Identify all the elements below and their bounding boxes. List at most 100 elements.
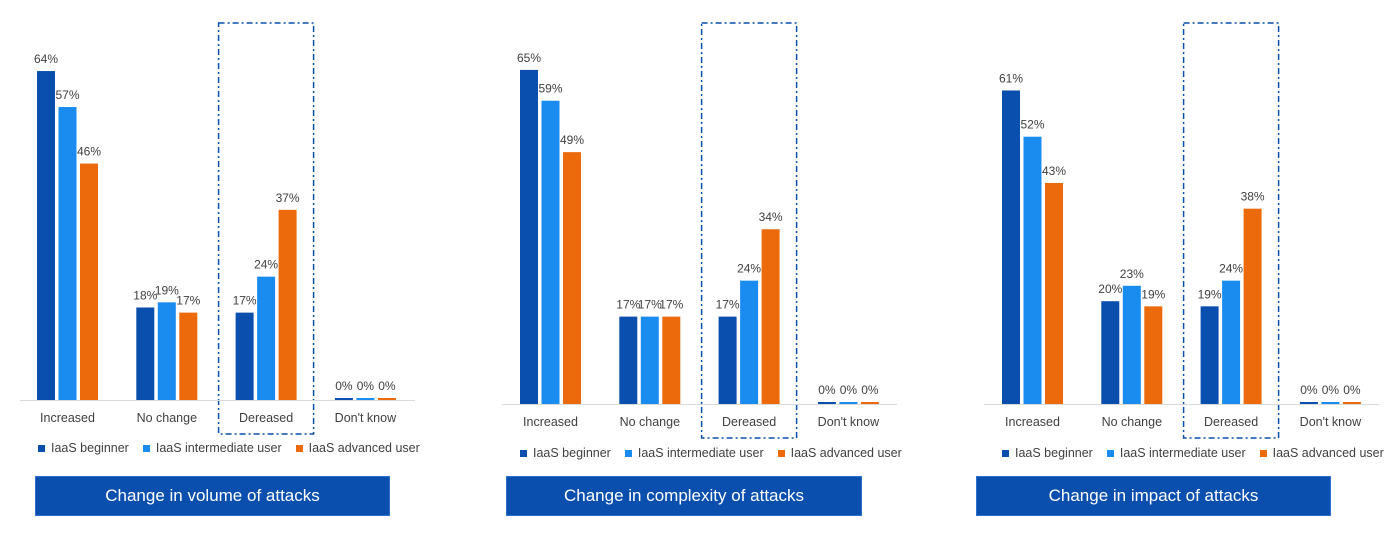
legend: IaaS beginner IaaS intermediate user Iaa… bbox=[520, 446, 902, 460]
legend-swatch-intermediate bbox=[624, 449, 632, 457]
bar-beginner bbox=[37, 71, 55, 400]
data-label: 24% bbox=[737, 262, 761, 276]
bar-beginner bbox=[1200, 306, 1219, 404]
bar-beginner bbox=[136, 307, 155, 400]
legend-label: IaaS advanced user bbox=[1272, 446, 1384, 460]
data-label: 24% bbox=[254, 258, 278, 272]
data-label: 17% bbox=[616, 298, 640, 312]
legend-swatch-advanced bbox=[295, 444, 303, 452]
legend-label: IaaS beginner bbox=[1015, 446, 1093, 460]
bar-intermediate bbox=[257, 276, 276, 400]
category-label: No change bbox=[620, 415, 681, 429]
category-label: Dereased bbox=[239, 411, 293, 425]
data-label: 0% bbox=[335, 379, 353, 393]
bar-intermediate bbox=[1222, 280, 1241, 404]
category-label: Don't know bbox=[1300, 415, 1362, 429]
legend-item-intermediate: IaaS intermediate user bbox=[142, 441, 282, 455]
category-label: No change bbox=[1102, 415, 1163, 429]
legend-label: IaaS intermediate user bbox=[155, 441, 282, 455]
data-label: 18% bbox=[133, 288, 157, 302]
bar-advanced bbox=[1144, 306, 1163, 404]
data-label: 17% bbox=[176, 294, 200, 308]
bar-advanced bbox=[860, 402, 879, 404]
data-label: 0% bbox=[378, 379, 396, 393]
legend-item-advanced: IaaS advanced user bbox=[295, 441, 420, 455]
legend-label: IaaS intermediate user bbox=[637, 446, 764, 460]
bar-beginner bbox=[1101, 301, 1120, 404]
bar-advanced bbox=[179, 312, 198, 400]
data-label: 0% bbox=[357, 379, 375, 393]
legend-item-beginner: IaaS beginner bbox=[1002, 446, 1093, 460]
legend-item-beginner: IaaS beginner bbox=[520, 446, 611, 460]
bar-beginner bbox=[619, 316, 638, 404]
legend-item-intermediate: IaaS intermediate user bbox=[624, 446, 764, 460]
data-label: 49% bbox=[560, 133, 584, 147]
bar-advanced bbox=[278, 209, 297, 400]
bar-beginner bbox=[235, 312, 254, 400]
bar-advanced bbox=[1342, 402, 1361, 404]
bar-beginner bbox=[334, 398, 353, 400]
category-label: Dereased bbox=[722, 415, 776, 429]
legend-label: IaaS beginner bbox=[533, 446, 611, 460]
data-label: 17% bbox=[659, 298, 683, 312]
legend-swatch-advanced bbox=[1259, 449, 1267, 457]
legend-item-intermediate: IaaS intermediate user bbox=[1106, 446, 1246, 460]
bar-intermediate bbox=[1122, 285, 1141, 404]
bar-advanced bbox=[80, 163, 98, 400]
category-label: Don't know bbox=[335, 411, 397, 425]
data-label: 0% bbox=[840, 383, 858, 397]
bar-intermediate bbox=[157, 302, 176, 400]
highlight-box bbox=[1182, 22, 1280, 439]
legend-swatch-beginner bbox=[38, 444, 45, 452]
data-label: 0% bbox=[1343, 383, 1361, 397]
bar-intermediate bbox=[640, 316, 659, 404]
bar-advanced bbox=[1243, 208, 1262, 404]
bar-intermediate bbox=[1321, 402, 1340, 404]
bar-intermediate bbox=[839, 402, 858, 404]
data-label: 19% bbox=[1141, 287, 1165, 301]
chart-impact: 61% 52% 43% Increased 20%23% 19% No change 19% 2… bbox=[984, 22, 1379, 439]
bar-advanced bbox=[1045, 182, 1063, 404]
legend-item-advanced: IaaS advanced user bbox=[1259, 446, 1384, 460]
bar-intermediate bbox=[1023, 136, 1042, 404]
bar-intermediate bbox=[541, 100, 560, 405]
data-label: 37% bbox=[276, 191, 300, 205]
data-label: 20% bbox=[1098, 282, 1122, 296]
highlight-box bbox=[217, 22, 315, 435]
legend-label: IaaS advanced user bbox=[790, 446, 902, 460]
highlight-box bbox=[700, 22, 798, 439]
data-label: 46% bbox=[77, 145, 101, 159]
legend-swatch-beginner bbox=[520, 449, 527, 457]
bar-beginner bbox=[520, 69, 538, 405]
bar-intermediate bbox=[740, 280, 759, 404]
data-label: 0% bbox=[1300, 383, 1318, 397]
chart-panel-impact: 61% 52% 43% Increased 20% 23% 19% No change 19% 2… bbox=[964, 0, 1384, 533]
data-label: 65% bbox=[517, 51, 541, 65]
data-label: 17% bbox=[716, 298, 740, 312]
category-label: Increased bbox=[523, 415, 578, 429]
data-label: 17% bbox=[233, 294, 257, 308]
legend: IaaS beginner IaaS intermediate user Iaa… bbox=[38, 441, 420, 455]
bar-intermediate bbox=[58, 107, 77, 401]
bar-advanced bbox=[662, 316, 681, 404]
chart-title: Change in impact of attacks bbox=[976, 476, 1331, 516]
legend-swatch-beginner bbox=[1002, 449, 1009, 457]
bar-intermediate bbox=[356, 398, 375, 400]
bar-advanced bbox=[377, 398, 396, 400]
chart-title: Change in volume of attacks bbox=[35, 476, 390, 516]
bar-advanced bbox=[563, 152, 581, 404]
legend-swatch-advanced bbox=[777, 449, 785, 457]
legend-label: IaaS advanced user bbox=[308, 441, 420, 455]
data-label: 61% bbox=[999, 71, 1023, 85]
legend: IaaS beginner IaaS intermediate user Iaa… bbox=[1002, 446, 1384, 460]
data-label: 23% bbox=[1120, 267, 1144, 281]
data-label: 64% bbox=[34, 52, 58, 66]
bar-beginner bbox=[817, 402, 836, 404]
category-label: No change bbox=[137, 411, 198, 425]
category-label: Dereased bbox=[1204, 415, 1258, 429]
bar-beginner bbox=[1002, 90, 1020, 405]
category-label: Don't know bbox=[818, 415, 880, 429]
data-label: 34% bbox=[759, 210, 783, 224]
